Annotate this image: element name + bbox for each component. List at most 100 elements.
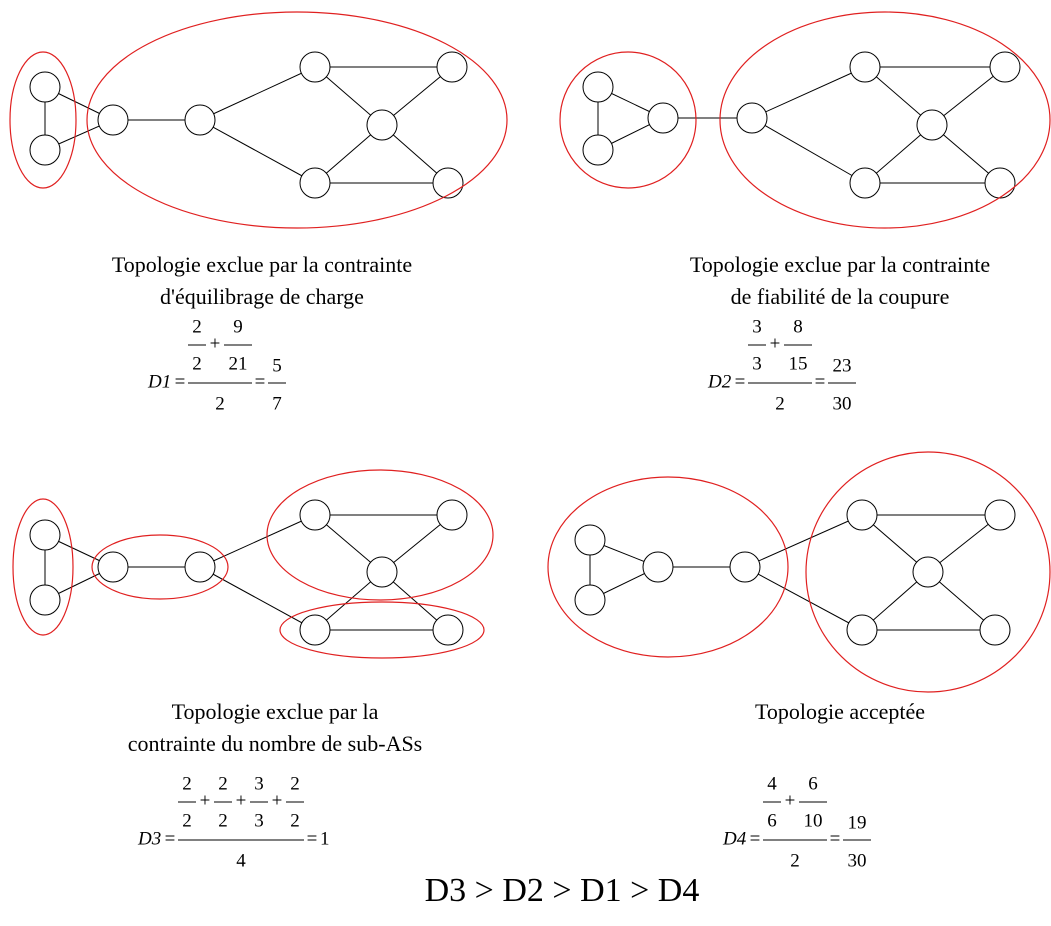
caption: Topologie exclue par la contrainte: [112, 252, 412, 277]
divisor: 4: [236, 850, 246, 871]
term-denominator: 21: [229, 353, 248, 374]
node: [436, 51, 468, 83]
node: [29, 134, 61, 166]
edge: [199, 566, 316, 631]
result-numerator: 5: [272, 355, 282, 376]
edge: [931, 66, 1006, 126]
edge: [199, 66, 316, 121]
node: [984, 167, 1016, 199]
node: [729, 551, 761, 583]
node: [582, 134, 614, 166]
edge: [199, 514, 316, 568]
divisor: 2: [215, 393, 225, 414]
term-numerator: 2: [218, 773, 228, 794]
node: [846, 499, 878, 531]
node: [299, 499, 331, 531]
node: [846, 614, 878, 646]
equals: =: [175, 371, 186, 392]
term-numerator: 2: [182, 773, 192, 794]
node: [299, 614, 331, 646]
term-denominator: 2: [290, 810, 300, 831]
group-ellipse: [266, 469, 494, 601]
group-ellipse: [12, 498, 74, 636]
equals: =: [735, 371, 746, 392]
node: [574, 584, 606, 616]
result: 1: [320, 828, 330, 849]
node: [912, 556, 944, 588]
term-denominator: 10: [804, 810, 823, 831]
result-numerator: 19: [848, 812, 867, 833]
caption: de fiabilité de la coupure: [731, 284, 950, 309]
equals: =: [255, 371, 266, 392]
node: [979, 614, 1011, 646]
result-denominator: 30: [833, 393, 852, 414]
term-numerator: 6: [808, 773, 818, 794]
group-ellipse: [719, 11, 1051, 229]
formula-name: D1: [147, 371, 171, 392]
plus: +: [770, 333, 781, 354]
node: [432, 614, 464, 646]
term-numerator: 3: [752, 316, 762, 337]
result-numerator: 23: [833, 355, 852, 376]
group-ellipse: [559, 51, 697, 189]
node: [736, 102, 768, 134]
caption: contrainte du nombre de sub-ASs: [128, 731, 423, 756]
node: [642, 551, 674, 583]
term-numerator: 8: [793, 316, 803, 337]
formula-name: D4: [722, 828, 747, 849]
result-denominator: 30: [848, 850, 867, 871]
node: [97, 551, 129, 583]
formula-name: D3: [137, 828, 161, 849]
caption: d'équilibrage de charge: [160, 284, 364, 309]
group-ellipse: [547, 476, 789, 658]
term-denominator: 2: [182, 810, 192, 831]
equals: =: [165, 828, 176, 849]
node: [366, 109, 398, 141]
term-numerator: 2: [290, 773, 300, 794]
edge: [751, 117, 866, 184]
node: [29, 519, 61, 551]
plus: +: [785, 790, 796, 811]
term-numerator: 2: [192, 316, 202, 337]
edge: [744, 514, 863, 568]
divisor: 2: [775, 393, 785, 414]
node: [849, 51, 881, 83]
node: [647, 102, 679, 134]
node: [366, 556, 398, 588]
plus: +: [236, 790, 247, 811]
node: [989, 51, 1021, 83]
node: [184, 104, 216, 136]
term-denominator: 6: [767, 810, 777, 831]
edge: [751, 66, 866, 119]
group-ellipse: [9, 51, 77, 189]
caption: Topologie exclue par la contrainte: [690, 252, 990, 277]
term-numerator: 3: [254, 773, 264, 794]
group-ellipse: [86, 11, 508, 229]
node: [436, 499, 468, 531]
divisor: 2: [790, 850, 800, 871]
term-denominator: 2: [218, 810, 228, 831]
edge: [744, 566, 863, 631]
term-denominator: 3: [752, 353, 762, 374]
plus: +: [210, 333, 221, 354]
term-denominator: 3: [254, 810, 264, 831]
group-ellipse: [279, 601, 485, 659]
caption: Topologie acceptée: [755, 699, 925, 724]
edge: [199, 119, 316, 184]
equals: =: [750, 828, 761, 849]
term-numerator: 9: [233, 316, 243, 337]
equals: =: [830, 828, 841, 849]
plus: +: [200, 790, 211, 811]
caption: Topologie exclue par la: [172, 699, 379, 724]
equals: =: [815, 371, 826, 392]
group-ellipse: [805, 451, 1051, 693]
term-denominator: 2: [192, 353, 202, 374]
node: [97, 104, 129, 136]
node: [984, 499, 1016, 531]
group-ellipse: [91, 534, 229, 600]
summary: D3 > D2 > D1 > D4: [425, 872, 700, 909]
node: [432, 167, 464, 199]
node: [29, 584, 61, 616]
plus: +: [272, 790, 283, 811]
